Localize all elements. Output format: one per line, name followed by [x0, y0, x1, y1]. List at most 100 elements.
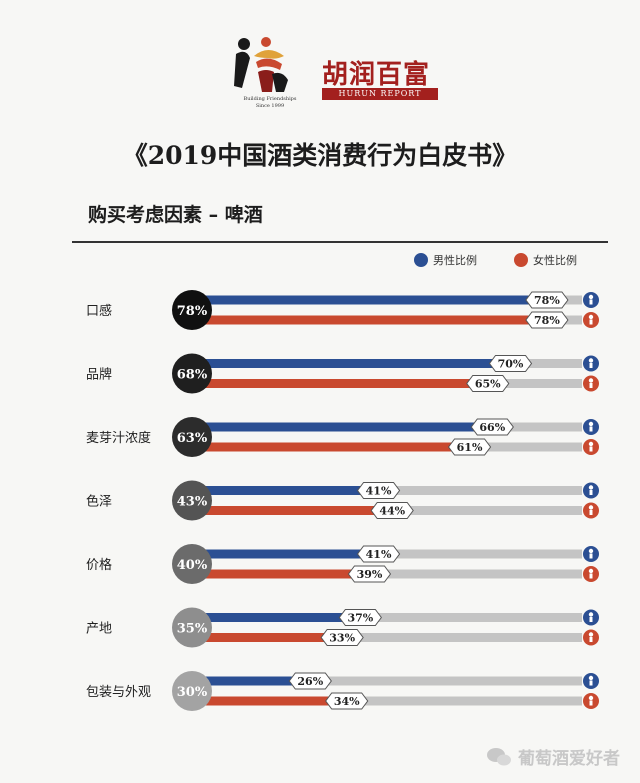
category-label: 价格	[86, 557, 112, 573]
figure-body-icon	[589, 553, 593, 559]
figure-head-icon	[588, 421, 594, 427]
female-bar	[192, 379, 488, 388]
watermark: 葡萄酒爱好者	[486, 744, 620, 769]
figure-head-icon	[588, 632, 594, 637]
page-title: 《2019中国酒类消费行为白皮书》	[122, 141, 518, 170]
male-bar	[192, 613, 361, 622]
female-figure-icon	[514, 253, 528, 267]
overall-circle	[172, 290, 212, 330]
figure-body-icon	[589, 363, 593, 368]
female-bar	[192, 506, 393, 515]
figure-body-icon	[589, 490, 593, 495]
legend-female-label: 女性比例	[533, 254, 577, 267]
chart-subtitle: 购买考虑因素 – 啤酒	[88, 204, 263, 226]
overall-circle	[172, 607, 212, 648]
logo-tagline: Building Friendships Since 1999	[236, 96, 304, 110]
female-bar	[192, 696, 347, 706]
logo-tagline-line-1: Building Friendships	[243, 96, 297, 102]
figure-head-icon	[588, 505, 594, 510]
bar-track	[192, 696, 582, 706]
female-value-label: 44%	[379, 505, 405, 518]
hurun-emblem-icon	[234, 37, 288, 92]
value-tag	[370, 502, 414, 519]
figure-body-icon	[589, 617, 593, 622]
figure-head-icon	[588, 568, 594, 574]
male-bar	[192, 549, 379, 559]
legend-male-label: 男性比例	[433, 254, 477, 267]
figure-head-icon	[588, 675, 594, 681]
figure-body-icon	[589, 700, 593, 706]
overall-circle	[172, 480, 212, 521]
category-label: 包装与外观	[86, 685, 151, 700]
figure-body-icon	[589, 573, 593, 579]
logo-tagline-line-2: Since 1999	[255, 103, 285, 109]
overall-circle	[172, 544, 212, 584]
male-value-label: 66%	[479, 421, 505, 434]
value-tag	[320, 629, 364, 646]
bar-track	[192, 676, 582, 686]
figure-body-icon	[589, 383, 593, 388]
figure-head-icon	[588, 612, 594, 617]
value-tag	[347, 565, 392, 583]
overall-value-label: 63%	[177, 431, 208, 446]
category-label: 色泽	[86, 494, 112, 510]
male-value-label: 78%	[534, 294, 560, 307]
figure-head-icon	[588, 485, 594, 490]
figure-head-icon	[588, 548, 594, 554]
figure-body-icon	[589, 319, 593, 325]
figure-head-icon	[588, 441, 594, 447]
male-value-label: 70%	[498, 358, 524, 371]
figure-body-icon	[589, 637, 593, 642]
value-tag	[466, 375, 510, 392]
female-value-label: 78%	[534, 314, 560, 327]
female-value-label: 34%	[334, 695, 360, 708]
title-divider	[72, 241, 608, 243]
figure-head-icon	[588, 695, 594, 701]
male-bar	[192, 486, 379, 495]
category-label: 麦芽汁浓度	[86, 430, 151, 446]
legend-male: 男性比例	[414, 252, 477, 268]
female-value-label: 61%	[457, 441, 483, 454]
overall-value-label: 43%	[177, 495, 208, 510]
figure-head-icon	[588, 294, 594, 300]
male-bar	[192, 295, 547, 305]
male-value-label: 41%	[366, 548, 392, 561]
overall-circle	[172, 671, 212, 711]
figure-body-icon	[589, 446, 593, 452]
female-value-label: 39%	[357, 568, 383, 581]
male-value-label: 37%	[347, 612, 373, 625]
figure-head-icon	[588, 378, 594, 383]
wechat-icon	[487, 747, 511, 765]
male-bar	[192, 676, 311, 686]
value-tag	[470, 418, 514, 436]
value-tag	[356, 482, 401, 499]
overall-value-label: 35%	[177, 622, 208, 637]
watermark-text: 葡萄酒爱好者	[518, 749, 620, 769]
hurun-logo: Building Friendships Since 1999	[232, 36, 314, 118]
value-tag	[525, 311, 569, 329]
overall-circle	[172, 417, 212, 457]
overall-value-label: 68%	[177, 368, 208, 383]
category-label: 产地	[86, 622, 112, 637]
brand-name-cn: 胡润百富	[322, 60, 431, 90]
female-value-label: 33%	[329, 632, 355, 645]
category-label: 品牌	[86, 367, 112, 383]
figure-body-icon	[589, 299, 593, 305]
female-bar	[192, 442, 470, 452]
value-tag	[488, 355, 533, 372]
female-bar	[192, 569, 370, 579]
overall-value-label: 78%	[177, 304, 208, 319]
value-tag	[325, 692, 369, 710]
figure-body-icon	[589, 510, 593, 515]
female-bar	[192, 633, 343, 642]
female-value-label: 65%	[475, 378, 501, 391]
male-bar	[192, 422, 493, 432]
figure-head-icon	[588, 358, 594, 363]
value-tag	[447, 438, 492, 456]
figure-body-icon	[589, 680, 593, 686]
figure-body-icon	[589, 426, 593, 432]
overall-value-label: 40%	[177, 558, 208, 573]
male-value-label: 26%	[297, 675, 323, 688]
